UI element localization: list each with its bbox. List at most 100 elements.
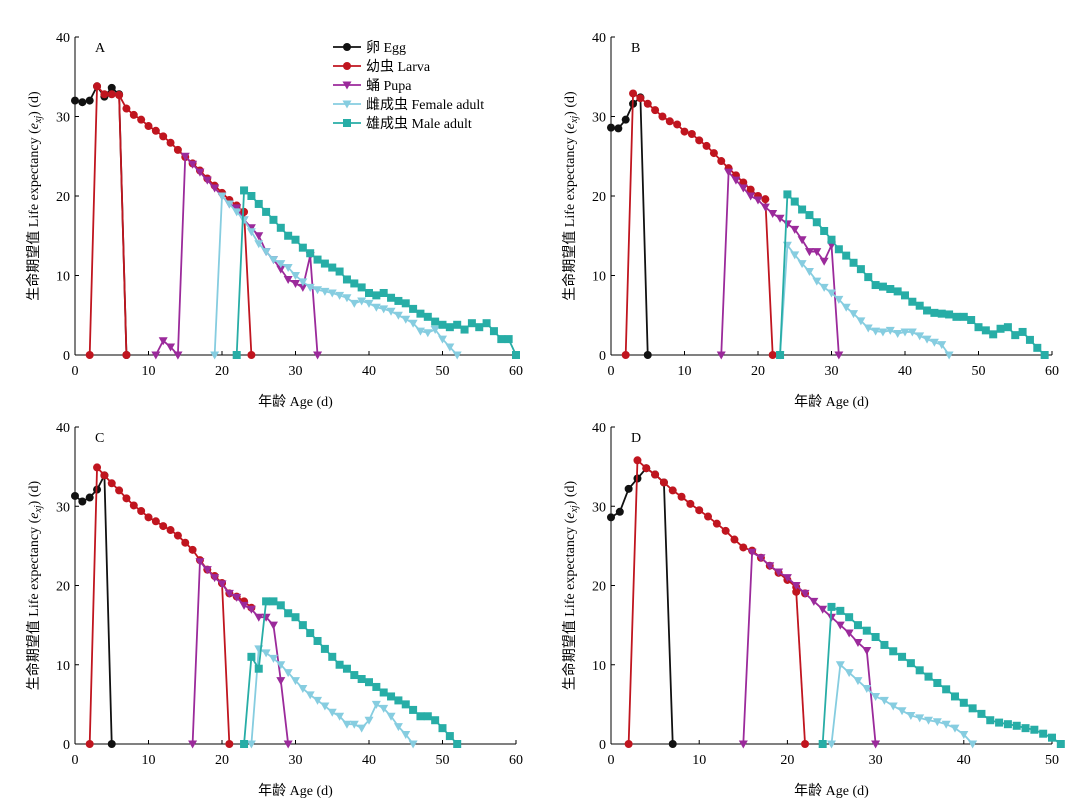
data-point [624,484,633,493]
data-point [254,240,264,249]
data-point [350,279,359,288]
x-tick-label: 0 [72,364,79,379]
series [621,89,777,359]
data-point [636,94,645,103]
data-point [306,249,315,258]
data-point [804,268,814,277]
data-point [844,669,854,678]
data-point [254,199,263,208]
data-point [159,522,168,531]
data-point [615,507,624,516]
data-point [739,543,748,552]
data-point [915,714,925,723]
data-point [790,225,800,234]
data-point [269,597,278,606]
x-tick-label: 40 [898,364,912,379]
data-point [880,640,889,649]
data-point [387,692,396,701]
data-point [844,629,854,638]
data-point [497,335,506,344]
data-point [782,220,792,229]
data-point [835,661,845,670]
x-axis-label: 年龄 Age (d) [794,394,869,410]
data-point [467,319,476,328]
y-tick-label: 10 [56,659,70,674]
data-point [85,351,94,359]
data-point [1018,327,1027,336]
data-point [489,327,498,336]
data-point [415,327,425,336]
data-point [393,723,403,732]
data-point [897,707,907,716]
data-point [195,168,205,177]
x-tick-label: 30 [289,364,303,379]
legend-item: 卵 Egg [333,40,406,56]
data-point [217,580,227,589]
legend-item: 雄成虫 Male adult [333,116,472,132]
data-point [408,319,418,328]
data-point [820,226,829,235]
data-point [298,685,308,694]
data-point [195,558,205,567]
data-point [85,740,94,748]
series-line [213,193,458,356]
legend-label: 幼虫 Larva [366,59,431,75]
data-point [633,456,642,465]
data-point [783,190,792,199]
legend-label: 雄成虫 Male adult [366,116,472,132]
data-point [738,184,748,193]
x-tick-label: 20 [215,364,229,379]
data-point [790,251,800,260]
x-tick-label: 20 [215,753,229,768]
data-point [856,265,865,274]
data-point [849,258,858,267]
series [232,186,520,359]
data-point [387,293,396,302]
series-line [88,84,128,356]
data-point [933,678,942,687]
data-point [313,636,322,645]
data-point [276,661,286,670]
data-point [658,112,667,121]
y-axis-label: 生命期望值 Life expectancy (exj) (d) [561,480,580,690]
data-point [791,582,801,590]
data-point [668,486,677,495]
data-point [291,279,300,288]
data-point [1039,729,1048,738]
x-tick-label: 0 [72,753,79,768]
data-point [798,205,807,214]
data-point [438,320,447,329]
data-point [834,245,843,254]
data-point [842,251,851,260]
data-point [730,535,739,544]
data-point [853,639,863,648]
data-point [115,486,124,495]
data-point [180,152,190,161]
data-point [159,132,168,141]
data-point [371,700,381,709]
data-point [1056,740,1065,748]
data-point [416,309,425,318]
data-point [409,705,418,714]
data-point [283,740,293,749]
data-point [1048,733,1056,742]
legend-item: 雌成虫 Female adult [333,97,484,113]
series [607,464,677,748]
data-point [416,712,425,721]
series [716,168,844,360]
data-point [298,243,307,252]
data-point [115,91,124,100]
data-point [853,621,862,630]
y-tick-label: 10 [592,270,606,285]
data-point [129,110,138,119]
data-point [430,326,440,335]
data-point [862,646,872,655]
data-point [716,351,726,360]
data-point [393,311,403,320]
series [738,548,881,749]
data-point [871,633,880,642]
data-point [188,160,198,169]
y-tick-label: 10 [56,270,70,285]
data-point [240,186,249,195]
